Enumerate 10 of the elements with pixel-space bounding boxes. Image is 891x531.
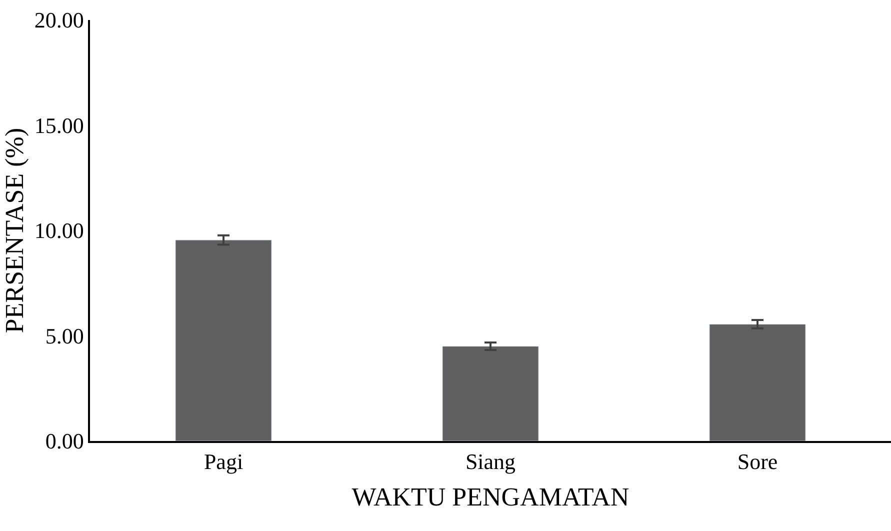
y-axis-title: PERSENTASE (%) xyxy=(0,128,29,334)
y-tick-label: 15.00 xyxy=(34,112,84,138)
x-tick-label: Siang xyxy=(465,449,516,474)
x-tick-label: Sore xyxy=(737,449,778,474)
y-tick-label: 5.00 xyxy=(45,323,84,348)
y-tick-label: 10.00 xyxy=(34,218,84,244)
y-tick-label: 0.00 xyxy=(45,428,84,454)
y-tick-label: 20.00 xyxy=(34,8,84,33)
x-axis-title: WAKTU PENGAMATAN xyxy=(352,482,630,512)
x-tick-label: Pagi xyxy=(204,449,244,474)
